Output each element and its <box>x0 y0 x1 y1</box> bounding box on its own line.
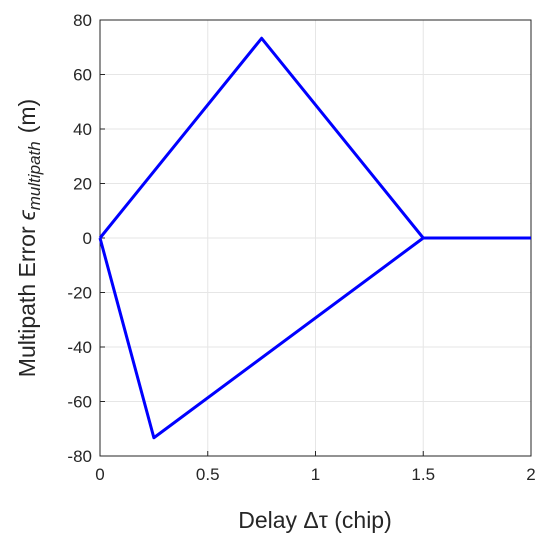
y-tick-label: -20 <box>67 284 92 303</box>
y-label-symbol: ϵ <box>14 209 40 220</box>
y-tick-label: 40 <box>73 120 92 139</box>
y-tick-label: 0 <box>83 229 92 248</box>
x-axis-label: Delay Δτ (chip) <box>238 507 392 533</box>
y-tick-label: 80 <box>73 11 92 30</box>
x-tick-label: 1 <box>311 465 320 484</box>
x-tick-label: 0 <box>95 465 104 484</box>
y-tick-label: 20 <box>73 175 92 194</box>
y-tick-label: -40 <box>67 338 92 357</box>
x-tick-label: 0.5 <box>196 465 220 484</box>
y-label-subscript: multipath <box>25 141 44 210</box>
y-axis-label: Multipath Error ϵmultipath (m) <box>14 99 44 377</box>
y-label-unit: (m) <box>14 99 40 133</box>
y-tick-label: -60 <box>67 393 92 412</box>
x-tick-label: 1.5 <box>411 465 435 484</box>
x-tick-label: 2 <box>526 465 535 484</box>
series-line <box>98 236 531 440</box>
y-tick-label: -80 <box>67 447 92 466</box>
y-tick-label: 60 <box>73 66 92 85</box>
y-label-text: Multipath Error <box>14 226 40 377</box>
